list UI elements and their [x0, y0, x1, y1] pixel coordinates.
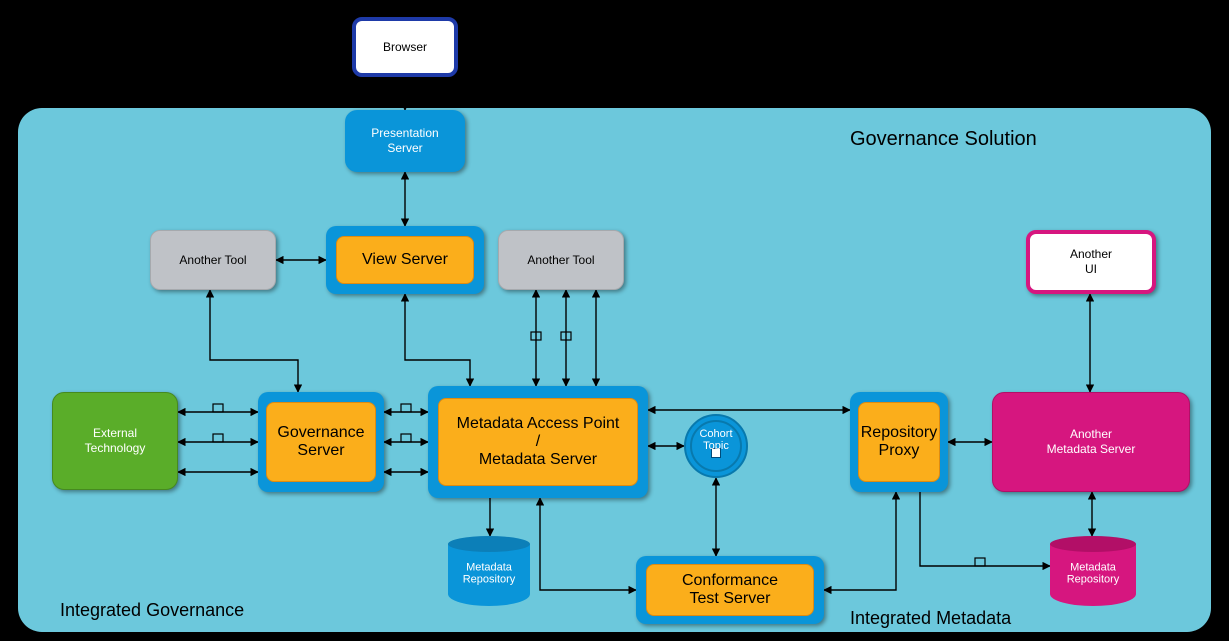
- another-ui-label: AnotherUI: [1070, 247, 1112, 277]
- external-technology-label: ExternalTechnology: [85, 426, 146, 456]
- view-server-node: View Server: [336, 236, 474, 284]
- metadata-repository-blue-label: MetadataRepository: [448, 561, 530, 585]
- another-tool-1-label: Another Tool: [179, 253, 246, 268]
- another-metadata-server-label: AnotherMetadata Server: [1047, 427, 1136, 457]
- another-metadata-server-node: AnotherMetadata Server: [992, 392, 1190, 492]
- metadata-access-point-label: Metadata Access Point/Metadata Server: [457, 415, 620, 469]
- conformance-test-server-label: ConformanceTest Server: [682, 572, 778, 608]
- repository-proxy-node: RepositoryProxy: [858, 402, 940, 482]
- metadata-access-point-node: Metadata Access Point/Metadata Server: [438, 398, 638, 486]
- cohort-topic-label: CohortTopic: [699, 428, 732, 452]
- governance-server-label: GovernanceServer: [277, 424, 364, 460]
- external-technology-node: ExternalTechnology: [52, 392, 178, 490]
- title-integrated-governance: Integrated Governance: [60, 600, 244, 621]
- title-governance-solution: Governance Solution: [850, 128, 1037, 151]
- view-server-label: View Server: [362, 251, 448, 269]
- conformance-test-server-node: ConformanceTest Server: [646, 564, 814, 616]
- another-ui-node: AnotherUI: [1026, 230, 1156, 294]
- presentation-server-label: PresentationServer: [371, 126, 438, 156]
- presentation-server-node: PresentationServer: [345, 110, 465, 172]
- metadata-repository-pink-label: MetadataRepository: [1050, 561, 1136, 585]
- cohort-topic-node: CohortTopic: [684, 414, 748, 478]
- metadata-repository-pink: MetadataRepository: [1050, 536, 1136, 606]
- browser-node: Browser: [352, 17, 458, 77]
- metadata-repository-blue: MetadataRepository: [448, 536, 530, 606]
- another-tool-1-node: Another Tool: [150, 230, 276, 290]
- title-integrated-metadata: Integrated Metadata: [850, 608, 1011, 629]
- governance-server-node: GovernanceServer: [266, 402, 376, 482]
- solution-canvas: [18, 108, 1211, 632]
- repository-proxy-label: RepositoryProxy: [861, 424, 937, 460]
- cylinder-top-icon: [1050, 536, 1136, 552]
- another-tool-2-node: Another Tool: [498, 230, 624, 290]
- another-tool-2-label: Another Tool: [527, 253, 594, 268]
- cylinder-top-icon: [448, 536, 530, 552]
- browser-label: Browser: [383, 40, 427, 55]
